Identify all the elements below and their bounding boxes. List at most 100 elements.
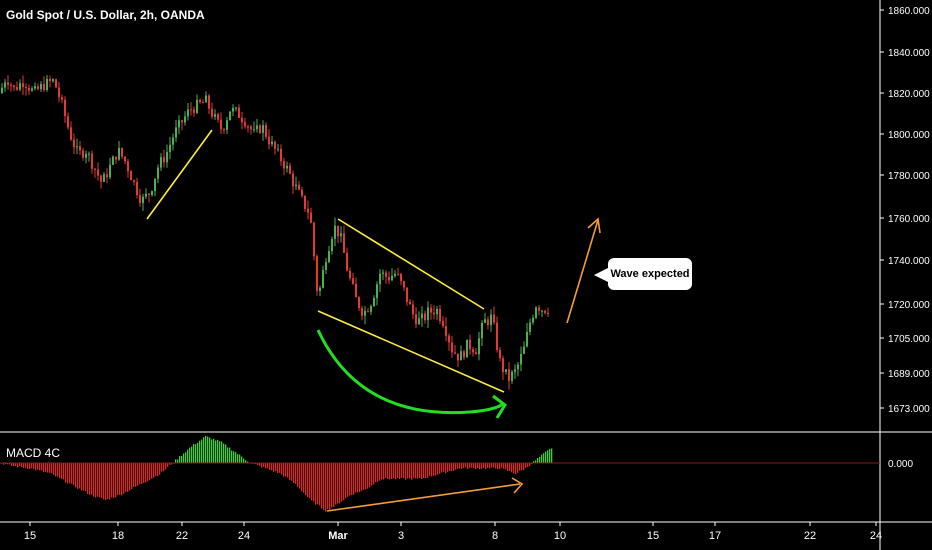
macd-bar: [177, 459, 179, 463]
macd-bar: [11, 463, 13, 466]
candle-body: [511, 371, 513, 381]
candle-body: [289, 165, 291, 174]
macd-bar: [117, 463, 119, 496]
macd-bar: [345, 463, 347, 499]
macd-bar: [169, 463, 171, 465]
candle-body: [496, 322, 498, 350]
macd-bar: [189, 447, 191, 463]
candle-body: [514, 369, 516, 372]
candle-body: [337, 225, 339, 237]
macd-bar: [165, 463, 167, 470]
wave-expected-callout[interactable]: Wave expected: [594, 258, 692, 290]
macd-bar: [289, 463, 291, 481]
candle-body: [208, 95, 210, 109]
macd-bar: [307, 463, 309, 497]
macd-bar: [401, 463, 403, 478]
macd-bar: [305, 463, 307, 495]
macd-bar: [361, 463, 363, 491]
candle-body: [58, 87, 60, 98]
macd-bar: [81, 463, 83, 491]
macd-bar: [129, 463, 131, 491]
macd-bar: [77, 463, 79, 489]
macd-bar: [339, 463, 341, 504]
macd-bar: [279, 463, 281, 473]
time-tick-label: 22: [804, 530, 816, 542]
macd-bar: [37, 463, 39, 470]
time-tick-label: 3: [398, 530, 404, 542]
macd-bar: [105, 463, 107, 501]
candle-body: [4, 82, 6, 88]
candle-body: [310, 212, 312, 223]
candle-body: [238, 107, 240, 118]
macd-bar: [259, 463, 261, 466]
macd-bar: [299, 463, 301, 489]
candle-body: [280, 148, 282, 162]
macd-bar: [113, 463, 115, 498]
macd-bar: [399, 463, 401, 479]
candle-body: [283, 161, 285, 169]
candle-body: [61, 97, 63, 100]
candle-body: [244, 122, 246, 127]
macd-bar: [527, 463, 529, 468]
chart-title: Gold Spot / U.S. Dollar, 2h, OANDA: [6, 8, 205, 22]
macd-bar: [533, 461, 535, 463]
macd-bar: [499, 463, 501, 470]
candle-body: [295, 184, 297, 187]
macd-bar: [219, 441, 221, 463]
chart-drawings: [146, 129, 601, 512]
macd-bar: [273, 463, 275, 472]
candle-body: [541, 310, 543, 312]
candle-body: [379, 273, 381, 285]
macd-bar: [507, 463, 509, 472]
macd-bar: [419, 463, 421, 479]
macd-bar: [121, 463, 123, 496]
macd-bar: [393, 463, 395, 479]
candle-body: [25, 87, 27, 89]
macd-bar: [479, 463, 481, 470]
macd-bar: [31, 463, 33, 469]
candle-body: [529, 322, 531, 332]
candle-body: [154, 178, 156, 192]
macd-bar: [357, 463, 359, 493]
macd-bar: [187, 449, 189, 463]
macd-bar: [417, 463, 419, 479]
macd-bar: [201, 439, 203, 463]
candle-body: [88, 153, 90, 155]
macd-bar: [141, 463, 143, 484]
macd-bar: [197, 442, 199, 463]
candle-body: [547, 312, 549, 315]
macd-bar: [495, 463, 497, 469]
macd-bar: [337, 463, 339, 504]
candle-body: [193, 109, 195, 113]
macd-bar: [489, 463, 491, 469]
macd-bar: [363, 463, 365, 490]
macd-bar: [427, 463, 429, 478]
candle-body: [112, 156, 114, 165]
candle-body: [121, 147, 123, 157]
macd-bar: [281, 463, 283, 475]
macd-bar: [123, 463, 125, 494]
candle-body: [349, 270, 351, 279]
macd-bar: [167, 463, 169, 468]
macd-bar: [451, 463, 453, 472]
macd-bar: [221, 441, 223, 463]
channel-lower-line: [317, 310, 505, 393]
macd-bar: [63, 463, 65, 480]
macd-bar: [509, 463, 511, 471]
macd-bar: [469, 463, 471, 469]
macd-bar: [87, 463, 89, 495]
macd-bar: [61, 463, 63, 479]
macd-bar: [437, 463, 439, 475]
macd-bar: [297, 463, 299, 487]
macd-bar: [517, 463, 519, 473]
macd-bar: [57, 463, 59, 477]
time-tick-label: Mar: [328, 530, 348, 542]
candle-body: [64, 99, 66, 117]
macd-bar: [383, 463, 385, 480]
macd-bar: [529, 463, 531, 467]
macd-bar: [71, 463, 73, 484]
macd-bar: [435, 463, 437, 476]
macd-bar: [301, 463, 303, 492]
macd-bar: [39, 463, 41, 471]
